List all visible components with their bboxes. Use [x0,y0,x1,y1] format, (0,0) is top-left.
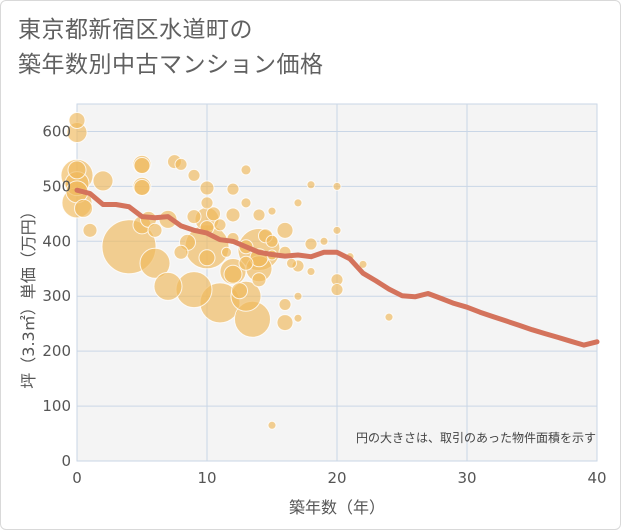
bubble-point [68,111,86,129]
bubble-point [153,271,183,301]
bubble-point [240,197,252,209]
y-tick-label: 400 [42,232,71,250]
bubble-point [173,244,189,260]
chart-title-line-2: 築年数別中古マンション価格 [18,52,324,78]
bubble-point [251,272,267,288]
bubble-point [304,237,318,251]
bubble-point [92,170,114,192]
bubble-point [74,198,93,218]
bubble-point [265,234,279,248]
bubble-point [200,196,214,210]
chart-title-line-1: 東京都新宿区水道町の [18,17,253,43]
x-tick-label: 40 [587,469,606,487]
bubble-point [199,180,215,196]
x-tick-label: 20 [327,469,346,487]
bubble-point [319,236,329,246]
bubble-point [238,255,254,271]
x-tick-label: 10 [197,469,216,487]
bubble-point [206,206,221,222]
x-axis-label: 築年数（年） [289,498,385,517]
x-tick-labels: 0 10 20 30 40 [72,469,606,487]
bubble-point [276,221,294,239]
bubble-point [306,180,316,190]
bubble-point [82,222,98,238]
bubble-point [67,160,87,180]
bubble-point [198,249,216,267]
x-tick-label: 0 [72,469,82,487]
bubble-point [293,291,303,301]
bubble-point [213,218,227,232]
y-tick-label: 600 [42,122,71,140]
y-tick-label: 100 [42,397,71,415]
bubble-point [293,198,303,208]
bubble-point [332,225,342,235]
bubble-point [306,267,316,277]
bubble-point [221,246,232,258]
bubble-point [384,312,394,322]
bubble-point [267,206,277,216]
y-tick-label: 500 [42,177,71,195]
bubble-point [226,182,240,196]
bubble-point [231,282,248,300]
y-tick-labels: 0 100 200 300 400 500 600 [42,122,71,470]
bubble-point [133,157,151,175]
bubble-point [147,222,163,238]
bubble-point [187,168,201,182]
bubble-point [139,247,171,279]
trend-line [74,187,600,348]
bubble-point [286,257,297,269]
bubble-point [225,207,241,223]
y-tick-label: 200 [42,342,71,360]
bubble-point [252,208,266,222]
y-tick-label: 300 [42,287,71,305]
bubble-point [358,259,368,269]
bubble-point [276,314,294,332]
bubble-point [174,157,188,171]
bubble-point [240,164,252,176]
x-tick-label: 30 [457,469,476,487]
bubble-point [293,313,303,323]
size-note: 円の大きさは、取引のあった物件面積を示す [356,430,596,445]
chart-title: 東京都新宿区水道町の 築年数別中古マンション価格 [18,13,324,83]
bubble-point [330,283,344,297]
y-tick-label: 0 [61,452,71,470]
bubble-point [278,297,292,311]
bubble-point [332,181,342,191]
bubble-series [60,111,394,430]
bubble-point [186,209,202,225]
y-axis-label: 坪（3.3㎡）単価（万円） [19,203,38,388]
bubble-point [267,420,277,430]
bubble-point [223,264,243,284]
bubble-point [133,178,151,196]
